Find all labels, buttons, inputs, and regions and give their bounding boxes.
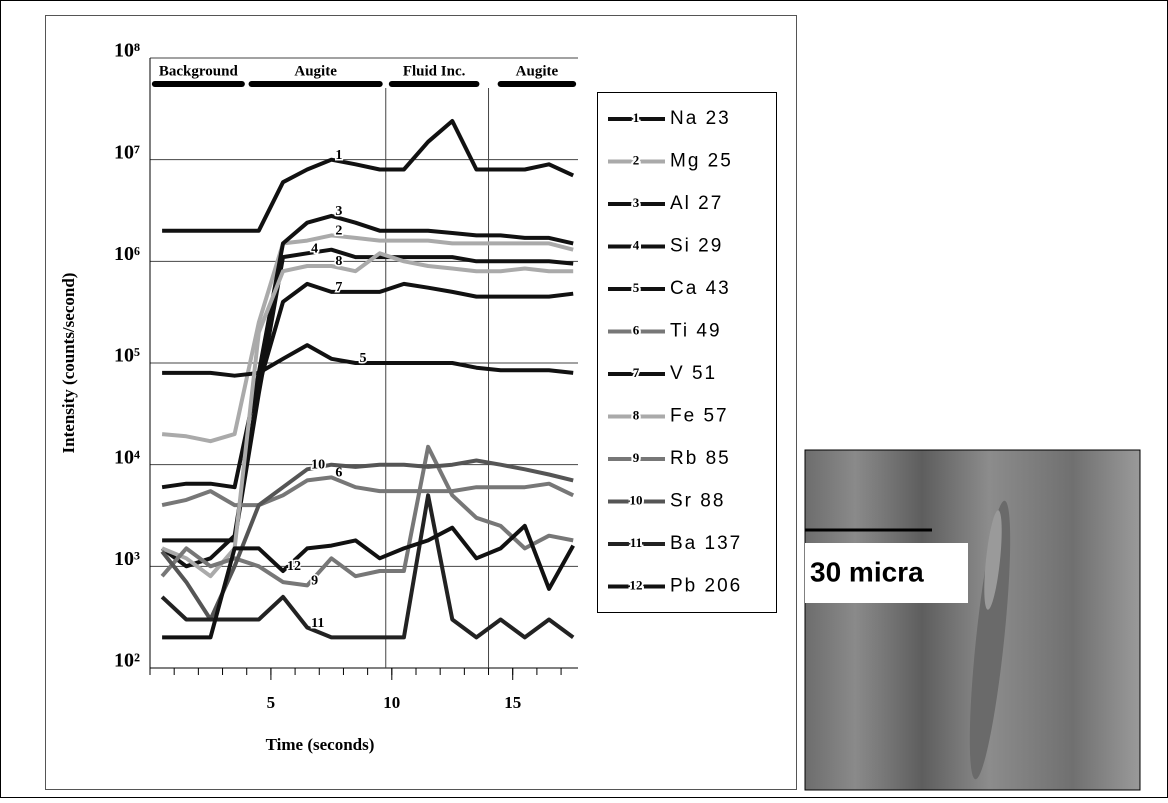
legend-number: 7 bbox=[633, 365, 640, 380]
legend-label: Rb 85 bbox=[670, 448, 731, 469]
legend-number: 6 bbox=[633, 322, 640, 337]
legend-label: Al 27 bbox=[670, 193, 723, 214]
legend-label: Si 29 bbox=[670, 236, 723, 257]
series-line bbox=[161, 213, 574, 490]
series-line bbox=[162, 119, 575, 233]
legend-number: 1 bbox=[633, 110, 640, 125]
scale-label: 30 micra bbox=[810, 556, 924, 587]
series-line bbox=[161, 475, 575, 508]
series-line bbox=[162, 523, 575, 640]
y-tick-label: 10⁶ bbox=[114, 243, 140, 265]
legend-number: 2 bbox=[633, 152, 640, 167]
series-number: 10 bbox=[311, 458, 325, 473]
x-axis-label: Time (seconds) bbox=[266, 735, 375, 754]
series-line bbox=[161, 233, 574, 444]
series-line bbox=[162, 343, 574, 378]
y-tick-label: 10⁸ bbox=[114, 40, 140, 62]
x-tick-label: 15 bbox=[504, 693, 521, 712]
y-tick-label: 10² bbox=[114, 650, 140, 672]
y-axis-label: Intensity (counts/second) bbox=[59, 273, 78, 454]
series-number: 12 bbox=[287, 559, 301, 574]
y-tick-label: 10⁷ bbox=[114, 141, 140, 163]
legend-label: Mg 25 bbox=[670, 151, 733, 172]
series-number: 2 bbox=[335, 224, 342, 239]
phase-label: Background bbox=[159, 63, 239, 79]
legend-number: 12 bbox=[630, 577, 643, 592]
y-tick-label: 10⁵ bbox=[114, 345, 140, 367]
x-tick-label: 5 bbox=[267, 693, 276, 712]
series-line bbox=[161, 251, 574, 579]
series-line bbox=[160, 493, 575, 640]
legend-label: Pb 206 bbox=[670, 576, 742, 597]
legend-number: 4 bbox=[633, 237, 640, 252]
scale-label-box bbox=[805, 543, 968, 603]
series-number: 9 bbox=[311, 574, 318, 589]
legend-number: 8 bbox=[633, 407, 640, 422]
photo: 30 micra bbox=[804, 449, 1141, 791]
series-number: 4 bbox=[311, 242, 318, 257]
series-number: 6 bbox=[335, 466, 342, 481]
legend-label: Ti 49 bbox=[670, 321, 722, 342]
chart-frame bbox=[45, 15, 797, 790]
series-line bbox=[160, 281, 574, 569]
legend-label: V 51 bbox=[670, 363, 717, 384]
x-tick-label: 10 bbox=[383, 693, 400, 712]
legend-label: Sr 88 bbox=[670, 491, 725, 512]
series-number: 8 bbox=[335, 254, 342, 269]
legend-number: 5 bbox=[633, 280, 640, 295]
phase-label: Fluid Inc. bbox=[403, 63, 466, 79]
series-number: 5 bbox=[360, 351, 367, 366]
series-number: 7 bbox=[335, 280, 342, 295]
inclusion-core bbox=[984, 510, 1002, 610]
legend-label: Fe 57 bbox=[670, 406, 729, 427]
legend-number: 9 bbox=[633, 450, 640, 465]
legend-number: 11 bbox=[630, 535, 642, 550]
legend-number: 10 bbox=[630, 492, 643, 507]
series-number: 3 bbox=[335, 204, 342, 219]
legend-number: 3 bbox=[633, 195, 640, 210]
inclusion bbox=[969, 500, 1011, 780]
series-line bbox=[160, 458, 574, 622]
legend-label: Na 23 bbox=[670, 108, 731, 129]
legend-label: Ca 43 bbox=[670, 278, 731, 299]
series-number: 1 bbox=[335, 148, 342, 163]
legend-label: Ba 137 bbox=[670, 533, 742, 554]
y-tick-label: 10³ bbox=[114, 548, 140, 570]
legend bbox=[597, 92, 777, 613]
y-tick-label: 10⁴ bbox=[114, 446, 140, 468]
phase-label: Augite bbox=[516, 63, 559, 79]
series-number: 11 bbox=[311, 616, 324, 631]
phase-label: Augite bbox=[294, 63, 337, 79]
